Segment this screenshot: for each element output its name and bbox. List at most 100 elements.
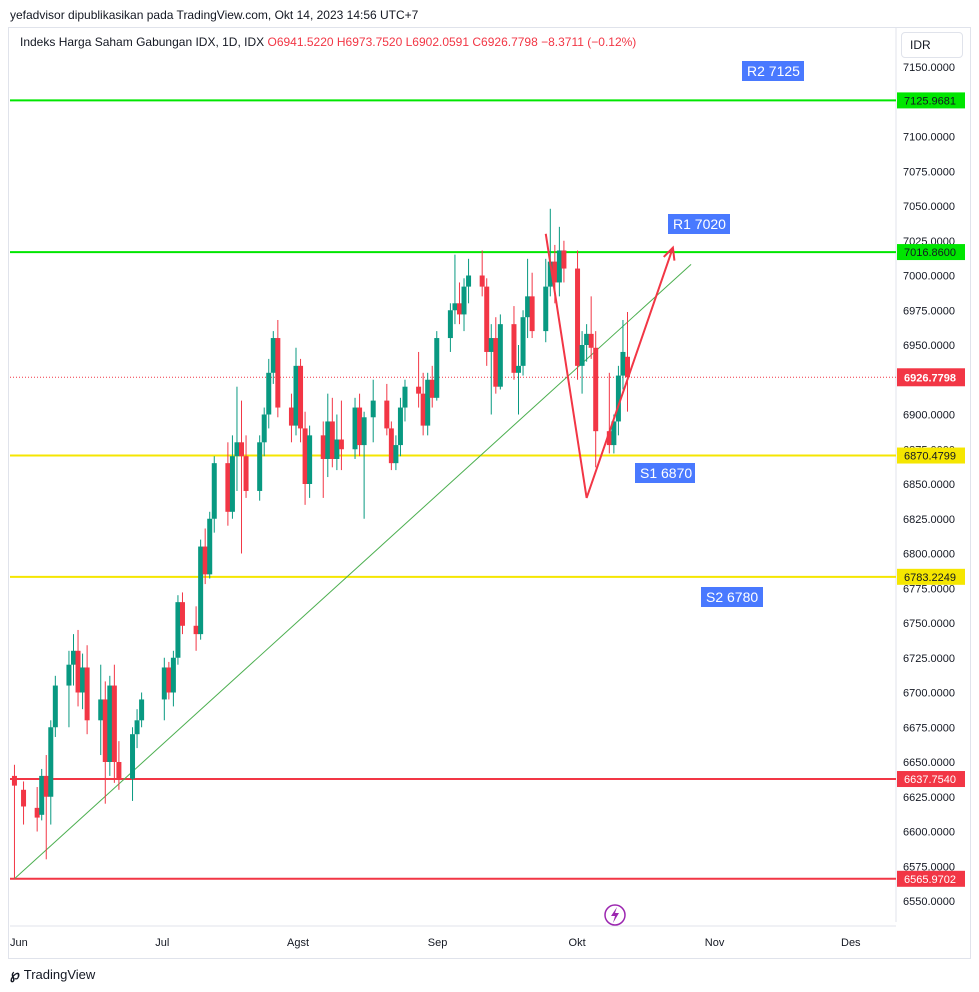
projection-arrow (544, 233, 674, 499)
y-tick-label: 6750.0000 (903, 618, 955, 630)
candle (229, 435, 235, 519)
x-tick-label: Jul (155, 937, 169, 949)
candle (452, 254, 458, 325)
y-tick-label: 6850.0000 (903, 479, 955, 491)
candle-body (606, 431, 612, 446)
candle-body (320, 435, 326, 459)
candle-body (552, 261, 558, 283)
candle (420, 372, 426, 436)
candle-body (357, 407, 363, 446)
candle (575, 250, 581, 380)
tradingview-logo: ℘ TradingView (10, 966, 95, 983)
candle-body (34, 807, 40, 818)
candle-body (139, 699, 145, 721)
candle-body (516, 365, 522, 373)
candle (225, 442, 231, 526)
candle-body (547, 261, 553, 287)
level-tag-box (742, 61, 804, 81)
candle (293, 347, 299, 436)
candle-body (624, 356, 630, 378)
candle (361, 411, 367, 519)
level-price-badge (897, 244, 965, 261)
candle-body (447, 310, 453, 339)
y-tick-label: 6800.0000 (903, 549, 955, 561)
candle (329, 397, 335, 468)
candle (511, 306, 517, 380)
y-tick-label: 7100.0000 (903, 132, 955, 144)
level-tag-label: S1 6870 (640, 465, 692, 481)
candle-body (48, 727, 54, 797)
level-tag-box (701, 587, 763, 607)
level-price-label: 7125.9681 (904, 95, 956, 107)
candle (102, 681, 108, 804)
candle-body (43, 775, 49, 797)
candle (179, 592, 185, 635)
candle (21, 781, 27, 825)
candle (75, 629, 81, 707)
y-tick-label: 7075.0000 (903, 166, 955, 178)
flash-icon[interactable] (604, 904, 626, 926)
candle-body (270, 338, 276, 373)
candle (416, 351, 422, 408)
x-tick-label: Des (841, 937, 861, 949)
candle-body (288, 407, 294, 426)
candle (543, 258, 549, 343)
candle-body (452, 303, 458, 311)
candle-body (511, 324, 517, 373)
candle-body (302, 428, 308, 484)
candle (388, 421, 394, 471)
ohlc-change: −8.3711 (−0.12%) (541, 35, 637, 49)
candle (34, 787, 40, 832)
candle-body (229, 456, 235, 512)
level-tag-label: R2 7125 (747, 63, 800, 79)
candle (561, 240, 567, 283)
level-price-label: 6870.4799 (904, 451, 956, 463)
candle (520, 310, 526, 376)
y-tick-label: 6825.0000 (903, 514, 955, 526)
candle (488, 324, 494, 415)
candle-body (84, 667, 90, 721)
candle (116, 741, 122, 790)
arrow-head (663, 245, 676, 261)
candle (593, 331, 599, 468)
candle (70, 634, 76, 686)
candle (211, 456, 217, 533)
candle-body (257, 442, 263, 491)
candle (447, 303, 453, 352)
candle (275, 319, 281, 418)
candle-body (361, 417, 367, 446)
candle (139, 692, 145, 728)
candle (479, 250, 485, 297)
candle-body (352, 407, 358, 450)
candle-body (466, 275, 472, 287)
candle-body (420, 393, 426, 426)
y-tick-label: 6575.0000 (903, 861, 955, 873)
candle-body (107, 685, 113, 762)
candle-body (307, 435, 313, 484)
ohlc-high: H6973.7520 (336, 35, 403, 49)
currency-selector[interactable]: IDR (901, 32, 963, 58)
candle (111, 664, 117, 783)
candle (266, 358, 272, 429)
candle (547, 208, 553, 297)
tradingview-mark-icon: ℘ (10, 966, 20, 982)
candle (48, 720, 54, 825)
candle-body (529, 296, 535, 332)
candle-body (130, 734, 136, 779)
y-tick-label: 6900.0000 (903, 410, 955, 422)
x-tick-label: Sep (428, 937, 448, 949)
candle-body (493, 338, 499, 387)
candle (325, 393, 331, 478)
candle (193, 606, 199, 651)
candle-body (11, 775, 17, 786)
candle (207, 511, 213, 579)
level-price-label: 7016.8600 (904, 247, 956, 259)
candle (434, 331, 440, 401)
candle (579, 331, 585, 394)
candle (107, 675, 113, 776)
y-tick-label: 6725.0000 (903, 653, 955, 665)
y-tick-label: 6550.0000 (903, 896, 955, 908)
candle-body (293, 365, 299, 426)
candle (257, 435, 263, 501)
